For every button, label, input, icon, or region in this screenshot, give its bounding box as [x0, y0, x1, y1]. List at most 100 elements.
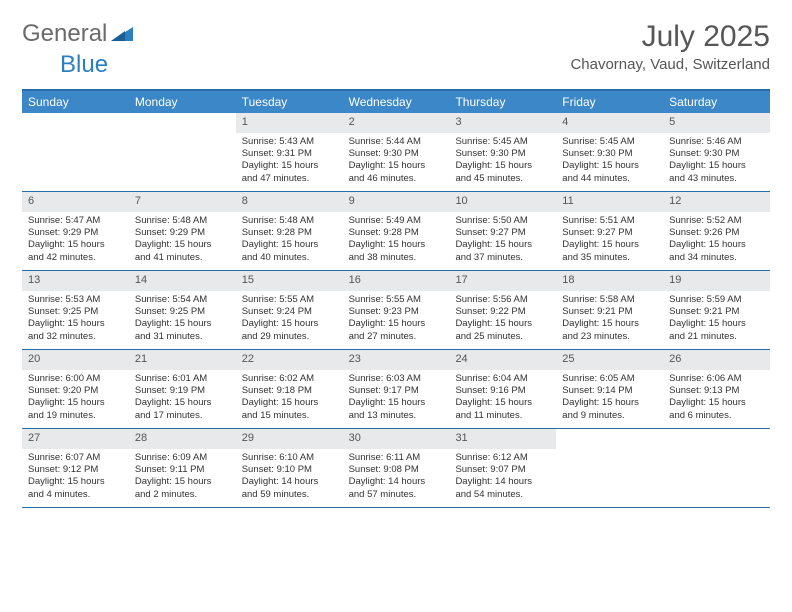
day-number: 3	[449, 113, 556, 133]
location: Chavornay, Vaud, Switzerland	[570, 56, 770, 73]
sunset-line: Sunset: 9:30 PM	[669, 148, 764, 160]
day-cell: 13Sunrise: 5:53 AMSunset: 9:25 PMDayligh…	[22, 271, 129, 349]
daylight-line: Daylight: 15 hours and 2 minutes.	[135, 476, 230, 501]
sunset-line: Sunset: 9:25 PM	[28, 306, 123, 318]
sunset-line: Sunset: 9:21 PM	[669, 306, 764, 318]
day-cell: 25Sunrise: 6:05 AMSunset: 9:14 PMDayligh…	[556, 350, 663, 428]
day-body: Sunrise: 5:46 AMSunset: 9:30 PMDaylight:…	[663, 133, 770, 189]
day-cell: 14Sunrise: 5:54 AMSunset: 9:25 PMDayligh…	[129, 271, 236, 349]
day-body: Sunrise: 6:11 AMSunset: 9:08 PMDaylight:…	[343, 449, 450, 505]
sunrise-line: Sunrise: 5:46 AM	[669, 136, 764, 148]
sunrise-line: Sunrise: 5:45 AM	[562, 136, 657, 148]
day-number: 20	[22, 350, 129, 370]
day-cell: 22Sunrise: 6:02 AMSunset: 9:18 PMDayligh…	[236, 350, 343, 428]
day-body: Sunrise: 6:04 AMSunset: 9:16 PMDaylight:…	[449, 370, 556, 426]
daylight-line: Daylight: 15 hours and 17 minutes.	[135, 397, 230, 422]
sunset-line: Sunset: 9:21 PM	[562, 306, 657, 318]
daylight-line: Daylight: 15 hours and 21 minutes.	[669, 318, 764, 343]
day-number: 26	[663, 350, 770, 370]
day-number: 10	[449, 192, 556, 212]
weekday-sunday: Sunday	[22, 91, 129, 113]
day-cell: 21Sunrise: 6:01 AMSunset: 9:19 PMDayligh…	[129, 350, 236, 428]
daylight-line: Daylight: 15 hours and 46 minutes.	[349, 160, 444, 185]
day-number: 25	[556, 350, 663, 370]
daylight-line: Daylight: 15 hours and 44 minutes.	[562, 160, 657, 185]
daylight-line: Daylight: 15 hours and 11 minutes.	[455, 397, 550, 422]
day-body: Sunrise: 6:02 AMSunset: 9:18 PMDaylight:…	[236, 370, 343, 426]
day-number: 6	[22, 192, 129, 212]
sunset-line: Sunset: 9:20 PM	[28, 385, 123, 397]
daylight-line: Daylight: 14 hours and 54 minutes.	[455, 476, 550, 501]
sunrise-line: Sunrise: 5:50 AM	[455, 215, 550, 227]
day-body: Sunrise: 5:48 AMSunset: 9:28 PMDaylight:…	[236, 212, 343, 268]
day-cell: 27Sunrise: 6:07 AMSunset: 9:12 PMDayligh…	[22, 429, 129, 507]
daylight-line: Daylight: 15 hours and 23 minutes.	[562, 318, 657, 343]
day-number: 28	[129, 429, 236, 449]
day-cell: 23Sunrise: 6:03 AMSunset: 9:17 PMDayligh…	[343, 350, 450, 428]
daylight-line: Daylight: 15 hours and 6 minutes.	[669, 397, 764, 422]
title-block: July 2025 Chavornay, Vaud, Switzerland	[570, 20, 770, 73]
sunrise-line: Sunrise: 5:49 AM	[349, 215, 444, 227]
day-number: 27	[22, 429, 129, 449]
day-number: 9	[343, 192, 450, 212]
sunset-line: Sunset: 9:28 PM	[242, 227, 337, 239]
day-body: Sunrise: 5:48 AMSunset: 9:29 PMDaylight:…	[129, 212, 236, 268]
day-number: 11	[556, 192, 663, 212]
day-cell: 16Sunrise: 5:55 AMSunset: 9:23 PMDayligh…	[343, 271, 450, 349]
daylight-line: Daylight: 15 hours and 19 minutes.	[28, 397, 123, 422]
daylight-line: Daylight: 15 hours and 35 minutes.	[562, 239, 657, 264]
sunrise-line: Sunrise: 6:01 AM	[135, 373, 230, 385]
day-number: 23	[343, 350, 450, 370]
sunset-line: Sunset: 9:27 PM	[562, 227, 657, 239]
sunrise-line: Sunrise: 5:47 AM	[28, 215, 123, 227]
day-body: Sunrise: 5:55 AMSunset: 9:24 PMDaylight:…	[236, 291, 343, 347]
day-body: Sunrise: 5:44 AMSunset: 9:30 PMDaylight:…	[343, 133, 450, 189]
sunset-line: Sunset: 9:24 PM	[242, 306, 337, 318]
sunset-line: Sunset: 9:30 PM	[562, 148, 657, 160]
sunrise-line: Sunrise: 5:48 AM	[242, 215, 337, 227]
day-cell: 31Sunrise: 6:12 AMSunset: 9:07 PMDayligh…	[449, 429, 556, 507]
sunset-line: Sunset: 9:11 PM	[135, 464, 230, 476]
daylight-line: Daylight: 15 hours and 47 minutes.	[242, 160, 337, 185]
sunrise-line: Sunrise: 6:03 AM	[349, 373, 444, 385]
sunrise-line: Sunrise: 5:53 AM	[28, 294, 123, 306]
sunset-line: Sunset: 9:29 PM	[28, 227, 123, 239]
sunset-line: Sunset: 9:10 PM	[242, 464, 337, 476]
day-number: 14	[129, 271, 236, 291]
logo-text-1: General	[22, 20, 107, 48]
day-body: Sunrise: 5:50 AMSunset: 9:27 PMDaylight:…	[449, 212, 556, 268]
day-number: 17	[449, 271, 556, 291]
sunrise-line: Sunrise: 6:05 AM	[562, 373, 657, 385]
day-number: 21	[129, 350, 236, 370]
logo-text-2: Blue	[60, 51, 108, 79]
sunrise-line: Sunrise: 6:04 AM	[455, 373, 550, 385]
day-cell: 18Sunrise: 5:58 AMSunset: 9:21 PMDayligh…	[556, 271, 663, 349]
sunset-line: Sunset: 9:08 PM	[349, 464, 444, 476]
sunrise-line: Sunrise: 6:00 AM	[28, 373, 123, 385]
sunrise-line: Sunrise: 5:54 AM	[135, 294, 230, 306]
day-cell: 8Sunrise: 5:48 AMSunset: 9:28 PMDaylight…	[236, 192, 343, 270]
day-body: Sunrise: 5:55 AMSunset: 9:23 PMDaylight:…	[343, 291, 450, 347]
sunrise-line: Sunrise: 6:11 AM	[349, 452, 444, 464]
week-row: 13 Sunrise: 5:53 AMSunset: 9:25 PM Dayligh…	[22, 271, 770, 350]
sunrise-line: Sunrise: 5:52 AM	[669, 215, 764, 227]
daylight-line: Daylight: 15 hours and 29 minutes.	[242, 318, 337, 343]
day-number: 8	[236, 192, 343, 212]
daylight-line: Daylight: 15 hours and 4 minutes.	[28, 476, 123, 501]
day-body: Sunrise: 6:06 AMSunset: 9:13 PMDaylight:…	[663, 370, 770, 426]
sunset-line: Sunset: 9:13 PM	[669, 385, 764, 397]
day-body: Sunrise: 5:51 AMSunset: 9:27 PMDaylight:…	[556, 212, 663, 268]
daylight-line: Daylight: 15 hours and 41 minutes.	[135, 239, 230, 264]
day-cell: 3Sunrise: 5:45 AMSunset: 9:30 PMDaylight…	[449, 113, 556, 191]
sunrise-line: Sunrise: 5:56 AM	[455, 294, 550, 306]
day-body: Sunrise: 6:09 AMSunset: 9:11 PMDaylight:…	[129, 449, 236, 505]
sunrise-line: Sunrise: 5:51 AM	[562, 215, 657, 227]
daylight-line: Daylight: 15 hours and 37 minutes.	[455, 239, 550, 264]
day-cell: 6Sunrise: 5:47 AMSunset: 9:29 PMDaylight…	[22, 192, 129, 270]
daylight-line: Daylight: 15 hours and 34 minutes.	[669, 239, 764, 264]
day-cell: 7Sunrise: 5:48 AMSunset: 9:29 PMDaylight…	[129, 192, 236, 270]
day-number: 13	[22, 271, 129, 291]
day-number: 22	[236, 350, 343, 370]
day-cell: 4Sunrise: 5:45 AMSunset: 9:30 PMDaylight…	[556, 113, 663, 191]
weekday-monday: Monday	[129, 91, 236, 113]
